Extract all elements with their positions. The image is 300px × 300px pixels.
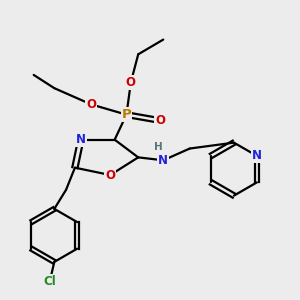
Text: O: O <box>86 98 96 111</box>
Text: P: P <box>122 108 131 121</box>
Text: Cl: Cl <box>44 274 56 287</box>
Text: O: O <box>126 76 136 89</box>
Text: O: O <box>155 114 165 127</box>
Text: O: O <box>105 169 115 182</box>
Text: N: N <box>252 149 262 162</box>
Text: H: H <box>154 142 163 152</box>
Text: N: N <box>76 133 86 146</box>
Text: N: N <box>158 154 168 167</box>
